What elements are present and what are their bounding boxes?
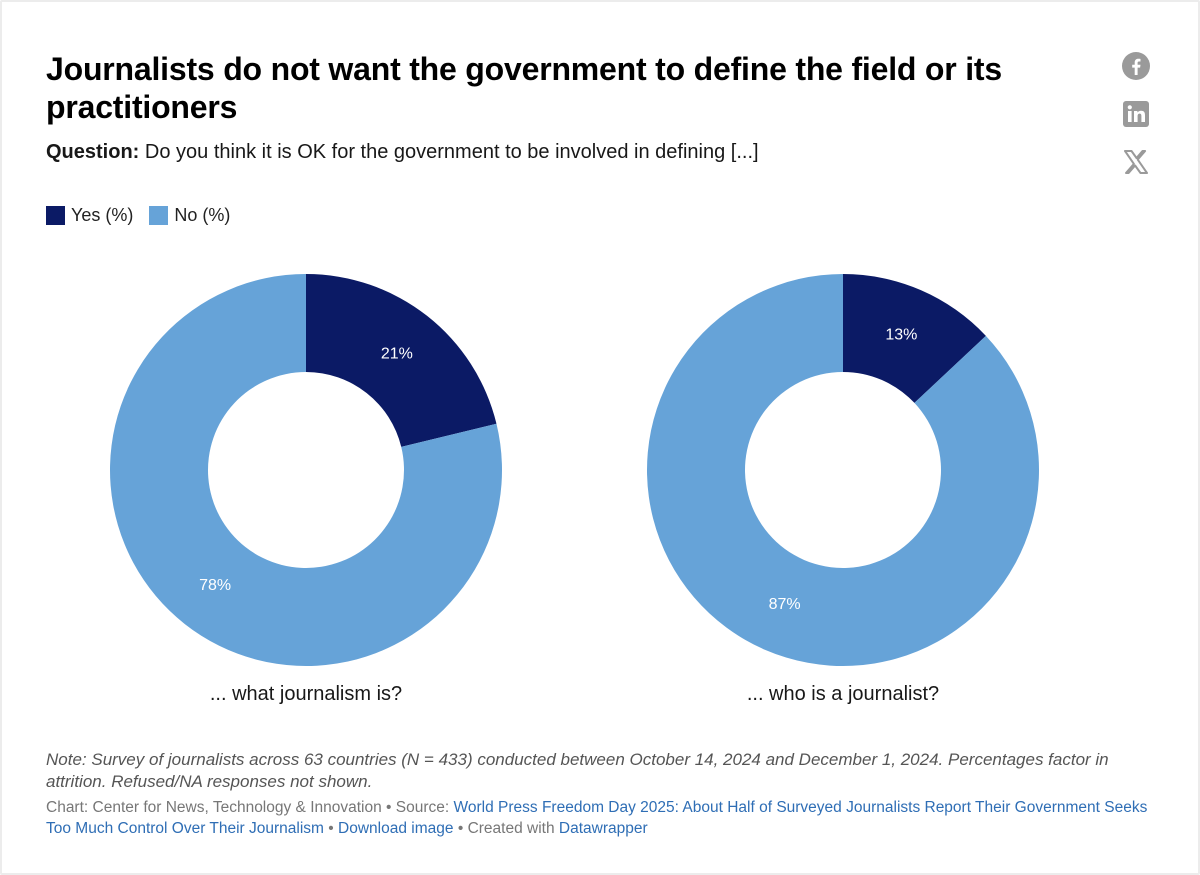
datawrapper-link[interactable]: Datawrapper	[558, 820, 648, 837]
source-link[interactable]: World Press Freedom Day 2025: About Half…	[46, 799, 1148, 837]
source-prefix: Source:	[395, 799, 450, 816]
download-image-link[interactable]: Download image	[338, 820, 454, 837]
legend-swatch-yes	[46, 206, 65, 225]
chart-subtitle: Question: Do you think it is OK for the …	[46, 141, 759, 164]
donut-2-label-yes: 13%	[885, 326, 917, 343]
footer-separator: •	[328, 820, 334, 837]
legend-item-no: No (%)	[149, 205, 230, 226]
facebook-icon[interactable]	[1121, 51, 1151, 81]
social-share	[1121, 51, 1151, 195]
legend-label-no: No (%)	[174, 205, 231, 225]
question-label: Question:	[46, 141, 140, 163]
chart-credit: Chart: Center for News, Technology & Inn…	[46, 799, 382, 816]
donut-2-title: ... who is a journalist?	[746, 683, 940, 705]
question-text: Do you think it is OK for the government…	[144, 141, 759, 163]
donut-1-label-yes: 21%	[381, 346, 413, 363]
created-with-text: Created with	[467, 820, 555, 837]
donut-2-label-no: 87%	[769, 596, 801, 613]
chart-note: Note: Survey of journalists across 63 co…	[46, 750, 1109, 791]
footer-separator: •	[386, 799, 392, 816]
x-icon[interactable]	[1121, 147, 1151, 177]
legend-swatch-no	[149, 206, 169, 225]
donut-charts: 21% 78% 13% 87%	[109, 274, 1039, 666]
chart-title: Journalists do not want the government t…	[46, 51, 1002, 125]
donut-1-title: ... what journalism is?	[209, 683, 403, 705]
footer-separator: •	[457, 820, 464, 837]
donut-1-label-no: 78%	[199, 577, 231, 594]
legend: Yes (%) No (%)	[46, 205, 246, 226]
donut-1-slice-yes	[306, 274, 497, 447]
chart-footer: Chart: Center for News, Technology & Inn…	[46, 797, 1156, 839]
legend-item-yes: Yes (%)	[46, 205, 133, 226]
legend-label-yes: Yes (%)	[71, 205, 134, 225]
donut-2-slice-yes	[843, 274, 986, 403]
donut-1-slice-no	[109, 274, 503, 666]
donut-2-slice-no	[647, 274, 1039, 666]
linkedin-icon[interactable]	[1121, 99, 1151, 129]
